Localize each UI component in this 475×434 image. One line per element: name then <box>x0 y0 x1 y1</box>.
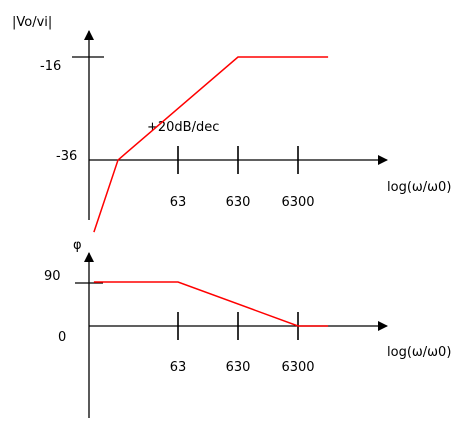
phase-x-tick-label: 6300 <box>281 360 314 375</box>
magnitude-plot: |Vo/vi| -16 -36 +20dB/dec log(ω/ω0) 63 63… <box>12 15 451 233</box>
magnitude-y-tick-label: -36 <box>56 149 77 164</box>
phase-response-line <box>93 281 329 327</box>
magnitude-x-axis-label: log(ω/ω0) <box>387 180 451 195</box>
magnitude-y-axis-label: |Vo/vi| <box>12 15 52 30</box>
magnitude-x-tick-label: 6300 <box>281 195 314 210</box>
magnitude-x-tick-label: 63 <box>170 195 187 210</box>
phase-x-tick-label: 630 <box>226 360 251 375</box>
magnitude-response-line <box>93 56 329 233</box>
phase-y-axis-label: φ <box>73 238 82 253</box>
magnitude-x-tick-label: 630 <box>226 195 251 210</box>
phase-y-tick-label: 0 <box>58 330 66 345</box>
phase-plot: φ 90 0 log(ω/ω0) 63 630 6300 <box>44 238 451 418</box>
phase-x-axis-label: log(ω/ω0) <box>387 345 451 360</box>
magnitude-y-tick-label: -16 <box>40 59 61 74</box>
phase-y-tick-label: 90 <box>44 269 61 284</box>
phase-x-tick-label: 63 <box>170 360 187 375</box>
magnitude-slope-annotation: +20dB/dec <box>147 120 219 135</box>
